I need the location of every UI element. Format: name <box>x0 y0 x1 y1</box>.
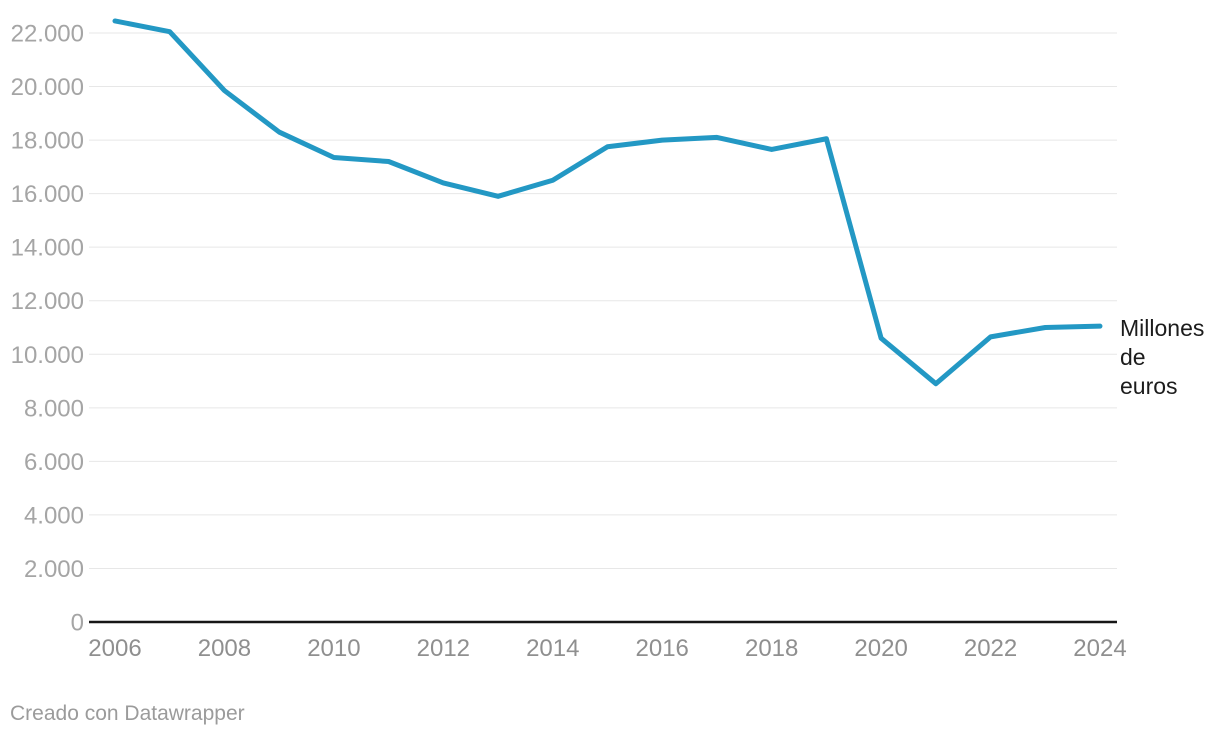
y-tick-label: 0 <box>71 610 84 637</box>
series-label: Millones de euros <box>1120 314 1204 401</box>
y-tick-label: 10.000 <box>11 342 84 369</box>
y-tick-label: 20.000 <box>11 74 84 101</box>
x-tick-label: 2014 <box>526 635 579 662</box>
x-tick-label: 2022 <box>964 635 1017 662</box>
y-tick-label: 22.000 <box>11 21 84 48</box>
series-label-line: Millones <box>1120 315 1205 341</box>
y-tick-label: 2.000 <box>24 556 84 583</box>
x-tick-label: 2018 <box>745 635 798 662</box>
attribution-text: Creado con Datawrapper <box>10 702 245 725</box>
x-tick-label: 2020 <box>854 635 907 662</box>
y-tick-label: 8.000 <box>24 395 84 422</box>
series-label-line: euros <box>1120 373 1178 399</box>
x-tick-label: 2024 <box>1073 635 1126 662</box>
x-tick-label: 2010 <box>307 635 360 662</box>
series-label-line: de <box>1120 344 1146 370</box>
x-tick-label: 2008 <box>198 635 251 662</box>
x-tick-label: 2006 <box>88 635 141 662</box>
y-tick-label: 6.000 <box>24 449 84 476</box>
y-tick-label: 16.000 <box>11 181 84 208</box>
x-tick-label: 2012 <box>417 635 470 662</box>
y-tick-label: 4.000 <box>24 502 84 529</box>
y-tick-label: 18.000 <box>11 128 84 155</box>
x-tick-label: 2016 <box>636 635 689 662</box>
y-tick-label: 14.000 <box>11 235 84 262</box>
data-line <box>112 18 1103 387</box>
y-tick-label: 12.000 <box>11 288 84 315</box>
